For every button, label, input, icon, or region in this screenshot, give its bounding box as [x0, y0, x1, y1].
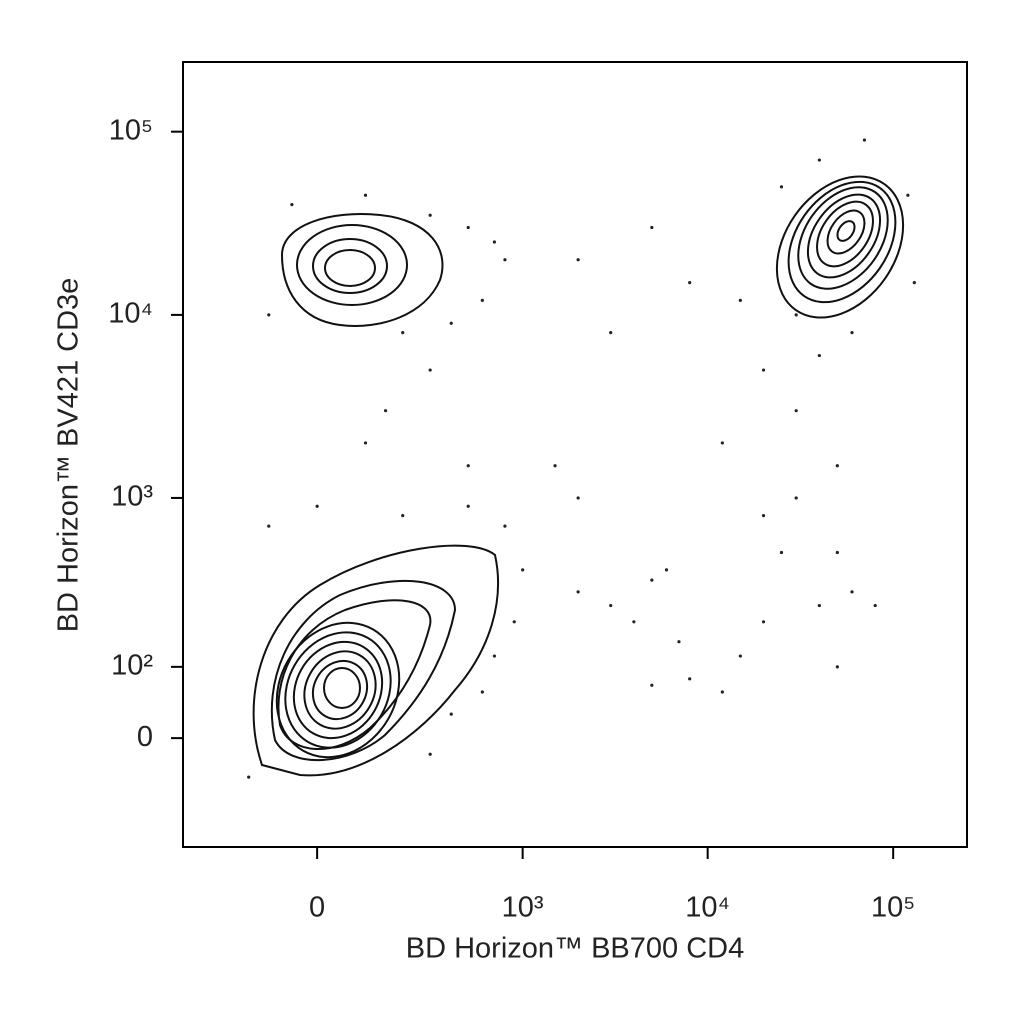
event-dot	[873, 603, 877, 608]
event-dot	[738, 654, 742, 658]
event-dot	[835, 550, 839, 555]
y-tick-label: 10⁴	[108, 298, 153, 330]
event-dot	[835, 464, 839, 468]
event-dot	[912, 281, 916, 285]
event-dot	[835, 665, 839, 669]
x-axis-title: BD Horizon™ BB700 CD4	[406, 933, 744, 965]
event-dot	[677, 640, 681, 644]
event-dot	[632, 620, 636, 624]
event-dot	[290, 202, 294, 207]
event-dot	[315, 504, 319, 508]
event-dot	[401, 513, 405, 518]
event-dot	[492, 240, 497, 244]
event-dot	[609, 603, 613, 608]
event-dot	[512, 620, 516, 624]
event-dot	[503, 258, 507, 262]
event-dot	[906, 193, 910, 197]
event-dot	[779, 185, 784, 189]
event-dot	[761, 620, 766, 624]
event-dot	[761, 368, 766, 372]
contours	[252, 175, 905, 777]
y-tick-label: 10⁵	[109, 114, 153, 146]
event-dot	[609, 331, 613, 335]
event-dot	[650, 683, 654, 687]
event-dot	[862, 138, 867, 142]
event-dot	[449, 321, 453, 325]
event-dot	[553, 464, 557, 468]
event-dot	[794, 409, 798, 413]
event-dot	[761, 513, 766, 518]
event-dot	[720, 690, 724, 694]
event-dot	[247, 775, 251, 779]
event-dot	[720, 441, 724, 445]
event-dot	[267, 313, 271, 317]
x-tick-label: 10³	[502, 892, 544, 924]
event-dot	[688, 281, 692, 285]
x-tick-label: 10⁵	[871, 892, 915, 924]
event-dot	[650, 578, 654, 582]
event-dot	[794, 313, 798, 317]
event-dot	[850, 590, 854, 594]
event-dot	[363, 441, 368, 445]
event-dot	[428, 368, 432, 372]
y-tick-label: 0	[137, 721, 153, 753]
y-tick-label: 10³	[111, 481, 153, 513]
plot-frame	[182, 61, 968, 848]
event-dot	[428, 752, 432, 756]
event-dot	[576, 590, 580, 594]
event-dot	[480, 298, 484, 302]
event-dot	[688, 677, 692, 681]
x-tick-label: 10⁴	[685, 892, 730, 924]
event-dot	[576, 496, 580, 500]
event-dot	[466, 225, 470, 230]
event-dot	[817, 353, 821, 358]
event-dot	[521, 568, 525, 572]
event-dot	[576, 258, 580, 262]
event-dot	[850, 331, 854, 335]
event-dot	[466, 464, 470, 468]
event-dot	[428, 213, 432, 217]
event-dot	[650, 225, 654, 230]
x-tick-label: 0	[309, 892, 325, 924]
event-dot	[503, 524, 507, 528]
y-tick-label: 10²	[111, 650, 153, 682]
event-dot	[664, 568, 669, 572]
event-dot	[492, 654, 497, 658]
event-dot	[817, 158, 821, 162]
y-axis-title: BD Horizon™ BV421 CD3e	[53, 278, 85, 633]
event-dot	[738, 298, 742, 302]
event-dot	[794, 496, 798, 500]
event-dot	[779, 550, 784, 555]
event-dot	[383, 409, 388, 413]
event-dot	[466, 504, 470, 508]
event-dot	[480, 690, 484, 694]
event-dot	[267, 524, 271, 528]
event-dot	[401, 331, 405, 335]
event-dot	[449, 712, 453, 716]
event-dot	[817, 603, 821, 608]
event-dot	[363, 193, 368, 197]
